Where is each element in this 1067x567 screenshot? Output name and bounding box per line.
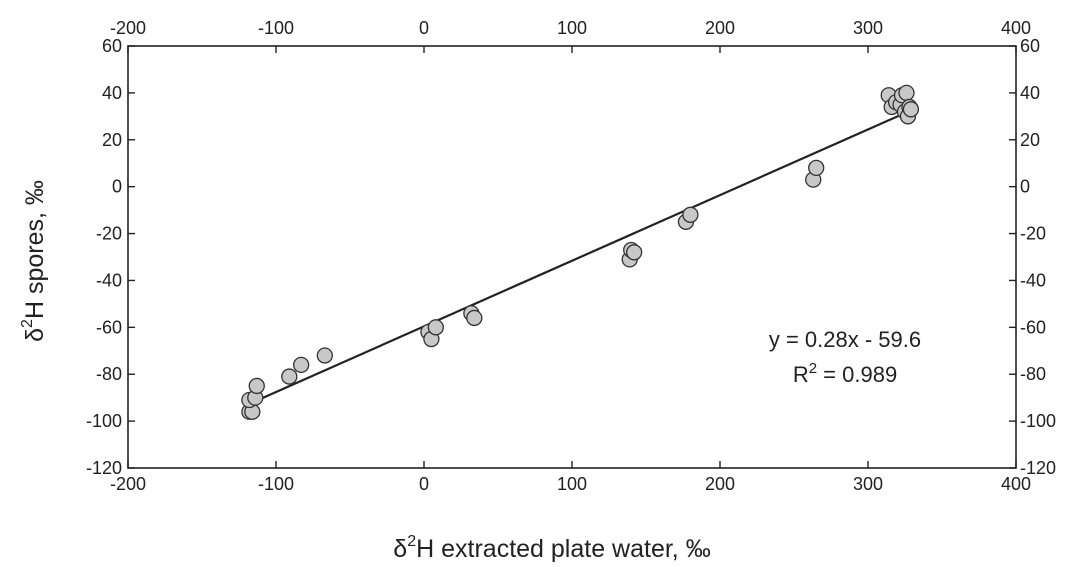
y-tick-label-left: -120: [86, 458, 122, 478]
data-point: [427, 319, 444, 336]
plot-area-frame: [127, 45, 1017, 469]
y-tick-label-left: 40: [102, 83, 122, 103]
x-tick-label-bottom: -200: [110, 474, 146, 494]
data-point: [293, 356, 310, 373]
y-tick-label-right: -20: [1020, 224, 1046, 244]
y-axis-title-superscript: 2: [19, 319, 36, 328]
data-points: [241, 84, 920, 420]
y-tick-label-right: -40: [1020, 270, 1046, 290]
data-point: [626, 244, 643, 261]
y-tick-label-left: -60: [96, 317, 122, 337]
regression-equation: y = 0.28x - 59.6: [769, 327, 921, 352]
x-tick-label-top: 100: [557, 18, 587, 38]
x-tick-label-top: -100: [258, 18, 294, 38]
data-point: [902, 101, 920, 118]
data-point: [281, 368, 298, 385]
r-squared-superscript: 2: [809, 360, 817, 377]
y-tick-label-left: 60: [102, 36, 122, 56]
y-axis-title: δ2H spores, ‰: [19, 180, 49, 342]
y-tick-label-right: 0: [1020, 177, 1030, 197]
x-tick-label-top: 400: [1001, 18, 1031, 38]
y-tick-label-left: 0: [112, 177, 122, 197]
x-tick-label-top: 0: [419, 18, 429, 38]
y-tick-label-left: -100: [86, 411, 122, 431]
data-point: [248, 377, 265, 395]
r-squared-value: = 0.989: [817, 362, 897, 387]
y-tick-label-right: -120: [1020, 458, 1056, 478]
y-tick-label-right: 60: [1020, 36, 1040, 56]
x-tick-label-top: -200: [110, 18, 146, 38]
axis-tick-labels: -200-200-100-100001001002002003003004004…: [86, 18, 1056, 494]
x-axis-title-superscript: 2: [407, 533, 416, 550]
data-point: [808, 159, 825, 177]
x-tick-label-bottom: 0: [419, 474, 429, 494]
x-tick-label-bottom: -100: [258, 474, 294, 494]
y-tick-label-left: -80: [96, 364, 122, 384]
y-tick-label-left: -20: [96, 224, 122, 244]
y-tick-label-right: -80: [1020, 364, 1046, 384]
y-tick-label-left: -40: [96, 270, 122, 290]
r-squared-label: R2 = 0.989: [793, 360, 897, 387]
data-point: [316, 347, 333, 364]
data-point: [898, 84, 915, 102]
y-tick-label-right: 20: [1020, 130, 1040, 150]
data-point: [466, 309, 483, 327]
y-tick-label-right: -60: [1020, 317, 1046, 337]
r-squared-prefix: R: [793, 362, 809, 387]
y-tick-label-left: 20: [102, 130, 122, 150]
x-tick-label-top: 300: [853, 18, 883, 38]
x-tick-label-bottom: 100: [557, 474, 587, 494]
axis-ticks: [127, 45, 1017, 469]
y-tick-label-right: -100: [1020, 411, 1056, 431]
y-axis-title-rest: H spores, ‰: [21, 180, 49, 319]
x-tick-label-top: 200: [705, 18, 735, 38]
x-axis-title-symbol: δ: [393, 535, 407, 563]
x-tick-label-bottom: 200: [705, 474, 735, 494]
x-axis-title: δ2H extracted plate water, ‰: [393, 533, 710, 563]
data-point: [682, 206, 699, 223]
x-axis-title-rest: H extracted plate water, ‰: [416, 535, 711, 563]
y-axis-title-symbol: δ: [21, 328, 49, 342]
x-tick-label-bottom: 400: [1001, 474, 1031, 494]
x-tick-label-bottom: 300: [853, 474, 883, 494]
y-tick-label-right: 40: [1020, 83, 1040, 103]
regression-line: [248, 110, 909, 405]
